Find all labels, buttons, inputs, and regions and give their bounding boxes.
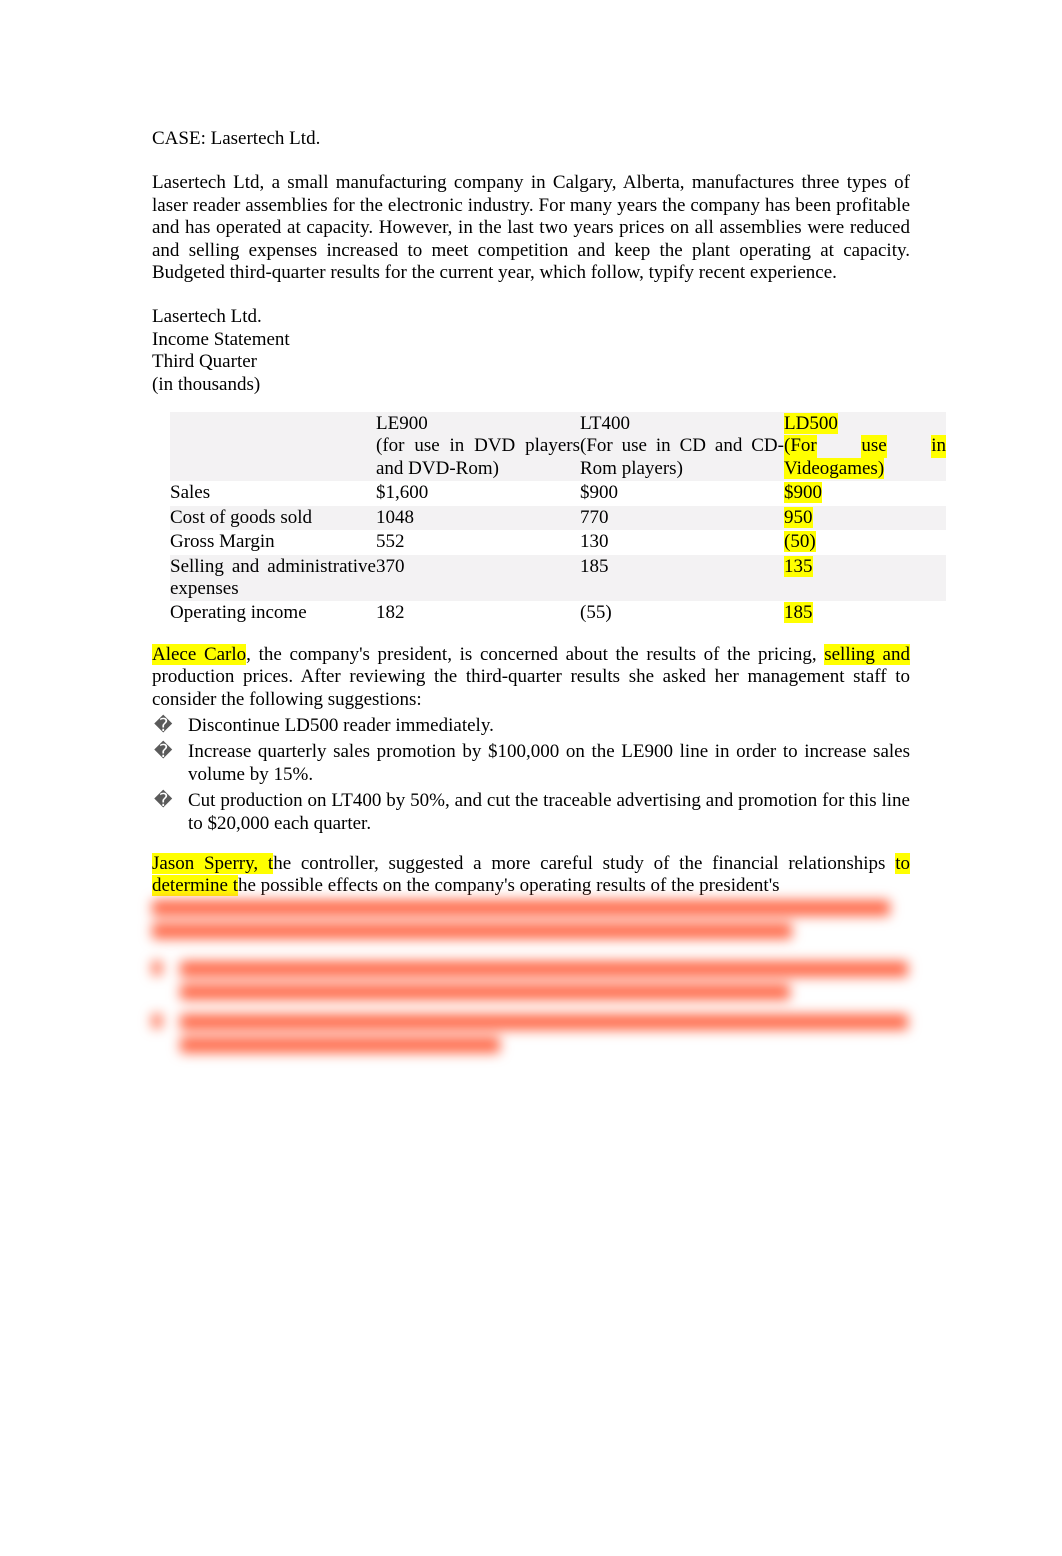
header-ld500-in: in [931,435,946,457]
header-le900: LE900 (for use in DVD players and DVD-Ro… [376,412,580,481]
row-cogs-ld500: 950 [784,506,946,530]
controller-text-2: he possible effects on the company's ope… [238,875,780,896]
row-opincome-lt400: (55) [580,601,784,625]
suggestion-3-text: Cut production on LT400 by 50%, and cut … [188,790,910,835]
statement-units: (in thousands) [152,374,910,396]
row-sga-ld500: 135 [784,555,946,602]
obscured-dash-icon [152,1014,180,1028]
obscured-bullet [152,961,910,1007]
controller-text-1: he controller, suggested a more careful … [273,853,895,874]
row-sales-ld500: $900 [784,481,946,505]
header-ld500-title: LD500 [784,413,838,434]
row-sga-ld500-val: 135 [784,556,813,577]
row-gross-lt400: 130 [580,530,784,554]
suggestion-2-text: Increase quarterly sales promotion by $1… [188,741,910,786]
header-lt400-sub: (For use in CD and CD-Rom players) [580,435,784,478]
obscured-line [180,1014,908,1030]
obscured-line [152,900,890,916]
header-lt400-title: LT400 [580,413,630,434]
president-paragraph: Alece Carlo, the company's president, is… [152,644,910,711]
row-gross-label: Gross Margin [170,530,376,554]
header-le900-sub: (for use in DVD players and DVD-Rom) [376,435,580,478]
row-opincome-label: Operating income [170,601,376,625]
row-cogs-ld500-val: 950 [784,507,813,528]
statement-period: Third Quarter [152,351,910,373]
income-statement-table: LE900 (for use in DVD players and DVD-Ro… [170,412,910,626]
obscured-text-block-2 [152,961,910,1060]
intro-paragraph: Lasertech Ltd, a small manufacturing com… [152,172,910,284]
suggestion-list: � Discontinue LD500 reader immediately. … [152,715,910,835]
row-sga-label: Selling and administrative expenses [170,555,376,602]
obscured-line [152,923,792,939]
obscured-line [180,984,790,1000]
controller-name: Jason Sperry, t [152,853,273,874]
bullet-icon: � [152,790,188,811]
president-text-1: , the company's president, is concerned … [246,644,824,665]
document-page: CASE: Lasertech Ltd. Lasertech Ltd, a sm… [0,0,1062,1127]
row-sga-le900: 370 [376,555,580,602]
bullet-icon: � [152,715,188,736]
statement-company: Lasertech Ltd. [152,306,910,328]
header-le900-title: LE900 [376,413,428,434]
row-sales-ld500-val: $900 [784,482,822,503]
row-gross-ld500: (50) [784,530,946,554]
bullet-icon: � [152,741,188,762]
header-ld500-videogames: Videogames) [784,458,884,479]
row-sales-label: Sales [170,481,376,505]
row-sga-lt400: 185 [580,555,784,602]
header-lt400: LT400 (For use in CD and CD-Rom players) [580,412,784,481]
president-text-2: production prices. After reviewing the t… [152,666,910,709]
row-gross-ld500-val: (50) [784,531,816,552]
row-sales-lt400: $900 [580,481,784,505]
suggestion-1-text: Discontinue LD500 reader immediately. [188,715,910,737]
row-sales-le900: $1,600 [376,481,580,505]
row-gross-le900: 552 [376,530,580,554]
header-ld500-use: use [861,435,886,457]
row-cogs-label: Cost of goods sold [170,506,376,530]
row-opincome-le900: 182 [376,601,580,625]
case-title: CASE: Lasertech Ltd. [152,128,910,150]
obscured-text-block-1 [152,900,910,939]
president-name: Alece Carlo [152,644,246,665]
obscured-bullet [152,1014,910,1060]
row-cogs-lt400: 770 [580,506,784,530]
row-opincome-ld500-val: 185 [784,602,813,623]
header-ld500: LD500 (For use in Videogames) [784,412,946,481]
suggestion-2: � Increase quarterly sales promotion by … [152,741,910,786]
header-empty [170,412,376,481]
statement-title: Income Statement [152,329,910,351]
header-ld500-for: (For [784,435,817,457]
row-cogs-le900: 1048 [376,506,580,530]
suggestion-3: � Cut production on LT400 by 50%, and cu… [152,790,910,835]
president-line2-hl: selling and [824,644,910,665]
controller-paragraph: Jason Sperry, the controller, suggested … [152,853,910,898]
suggestion-1: � Discontinue LD500 reader immediately. [152,715,910,737]
obscured-line [180,961,908,977]
obscured-line [180,1037,500,1053]
obscured-dash-icon [152,961,180,975]
income-statement-heading: Lasertech Ltd. Income Statement Third Qu… [152,306,910,396]
row-opincome-ld500: 185 [784,601,946,625]
